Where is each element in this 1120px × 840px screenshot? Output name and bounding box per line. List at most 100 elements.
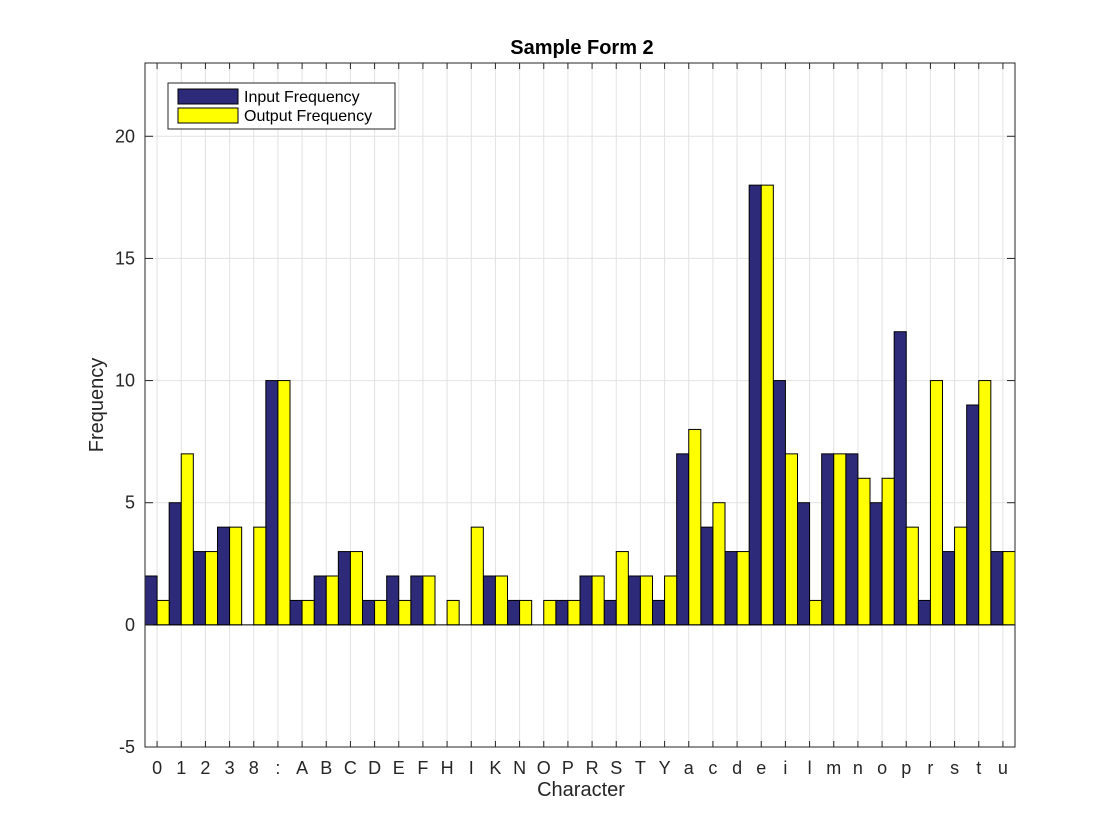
x-tick-label: N bbox=[513, 758, 526, 778]
x-tick-label: A bbox=[296, 758, 308, 778]
bar-input-C bbox=[337, 551, 351, 626]
bar-output-2 bbox=[204, 551, 219, 626]
x-tick-label: E bbox=[393, 758, 405, 778]
bar-output-F bbox=[422, 575, 436, 626]
bar-output-1 bbox=[180, 453, 194, 626]
x-tick-label: 1 bbox=[176, 758, 186, 778]
bar-input-r bbox=[917, 599, 931, 626]
legend-label-input: Input Frequency bbox=[244, 89, 360, 106]
bar-input-Y bbox=[652, 599, 666, 626]
bar-input-T bbox=[627, 575, 641, 626]
bar-output-E bbox=[398, 599, 412, 626]
bar-input-m bbox=[821, 453, 835, 626]
bar-output-R bbox=[591, 575, 605, 626]
bar-input-l bbox=[797, 502, 811, 626]
x-tick-label: i bbox=[783, 758, 787, 778]
bar-input-D bbox=[362, 599, 376, 626]
y-tick-label: 10 bbox=[115, 371, 135, 391]
x-tick-label: o bbox=[877, 758, 887, 778]
bar-output-N bbox=[519, 599, 533, 626]
bar-output-Y bbox=[664, 575, 678, 626]
bar-input-E bbox=[386, 575, 400, 626]
x-tick-label: m bbox=[826, 758, 841, 778]
bar-input-A bbox=[289, 599, 303, 626]
x-tick-label: a bbox=[684, 758, 695, 778]
bar-output-T bbox=[639, 575, 654, 626]
bar-input-0 bbox=[144, 575, 158, 626]
bar-output-B bbox=[325, 575, 339, 626]
bar-output-H bbox=[446, 599, 460, 626]
x-tick-label: O bbox=[537, 758, 551, 778]
bar-input-d bbox=[724, 551, 738, 626]
bar-output-S bbox=[615, 551, 629, 626]
y-tick-label: 20 bbox=[115, 126, 135, 146]
bar-input-o bbox=[869, 502, 883, 626]
x-tick-label: n bbox=[853, 758, 863, 778]
x-tick-label: T bbox=[635, 758, 646, 778]
x-tick-label: R bbox=[586, 758, 599, 778]
bar-input-i bbox=[772, 380, 786, 626]
bar-input-s bbox=[942, 551, 956, 626]
bar-output-t bbox=[978, 380, 992, 626]
bar-input-S bbox=[603, 599, 617, 626]
bar-input-N bbox=[507, 599, 521, 626]
x-tick-label: 2 bbox=[200, 758, 210, 778]
bar-input-n bbox=[845, 453, 859, 626]
x-tick-label: K bbox=[489, 758, 501, 778]
bar-output-i bbox=[784, 453, 799, 626]
bar-input-K bbox=[482, 575, 496, 626]
bar-input-u bbox=[990, 551, 1004, 626]
x-tick-label: D bbox=[368, 758, 381, 778]
bar-output-p bbox=[905, 526, 919, 626]
bar-output-C bbox=[349, 551, 363, 626]
bar-input-a bbox=[676, 453, 690, 626]
x-tick-label: l bbox=[808, 758, 812, 778]
x-tick-label: e bbox=[756, 758, 766, 778]
legend: Input Frequency Output Frequency bbox=[167, 82, 396, 130]
x-tick-label: S bbox=[610, 758, 622, 778]
bar-output-s bbox=[954, 526, 968, 626]
bar-output-8 bbox=[253, 526, 267, 626]
x-tick-label: B bbox=[320, 758, 332, 778]
x-tick-label: P bbox=[562, 758, 574, 778]
x-tick-label: r bbox=[927, 758, 933, 778]
x-tick-label: 0 bbox=[152, 758, 162, 778]
bar-output-K bbox=[494, 575, 508, 626]
x-tick-label: Y bbox=[659, 758, 671, 778]
chart-title: Sample Form 2 bbox=[510, 37, 653, 59]
bar-output-r bbox=[929, 380, 944, 626]
bar-input-e bbox=[748, 184, 762, 626]
x-axis-label: Character bbox=[537, 779, 625, 801]
bar-output-P bbox=[567, 599, 581, 626]
bar-output-3 bbox=[229, 526, 243, 626]
y-tick-label: 0 bbox=[125, 615, 135, 635]
bar-input-3 bbox=[217, 526, 231, 626]
bar-input-p bbox=[893, 331, 907, 626]
bar-output-n bbox=[857, 477, 871, 626]
bar-input-P bbox=[555, 599, 569, 626]
y-tick-label: -5 bbox=[119, 737, 135, 757]
bar-input-2 bbox=[192, 551, 206, 626]
x-tick-label: d bbox=[732, 758, 742, 778]
legend-label-output: Output Frequency bbox=[244, 108, 372, 125]
bar-input-: bbox=[265, 380, 279, 626]
x-tick-label: 3 bbox=[225, 758, 235, 778]
bar-output-0 bbox=[156, 599, 170, 626]
x-tick-label: p bbox=[901, 758, 911, 778]
bar-output-l bbox=[809, 599, 823, 626]
x-tick-label: H bbox=[441, 758, 454, 778]
bar-output-e bbox=[760, 184, 774, 626]
y-tick-label: 15 bbox=[115, 248, 135, 268]
bar-output-d bbox=[736, 551, 750, 626]
plot-area-box bbox=[144, 62, 1016, 748]
bar-output-m bbox=[833, 453, 847, 626]
bar-input-F bbox=[410, 575, 424, 626]
legend-swatch-input bbox=[177, 88, 239, 105]
bar-input-1 bbox=[168, 502, 182, 626]
bar-input-R bbox=[579, 575, 593, 626]
x-tick-label: F bbox=[417, 758, 428, 778]
bar-output-a bbox=[688, 428, 702, 626]
grid-lines bbox=[145, 63, 1015, 748]
x-tick-label: u bbox=[998, 758, 1008, 778]
